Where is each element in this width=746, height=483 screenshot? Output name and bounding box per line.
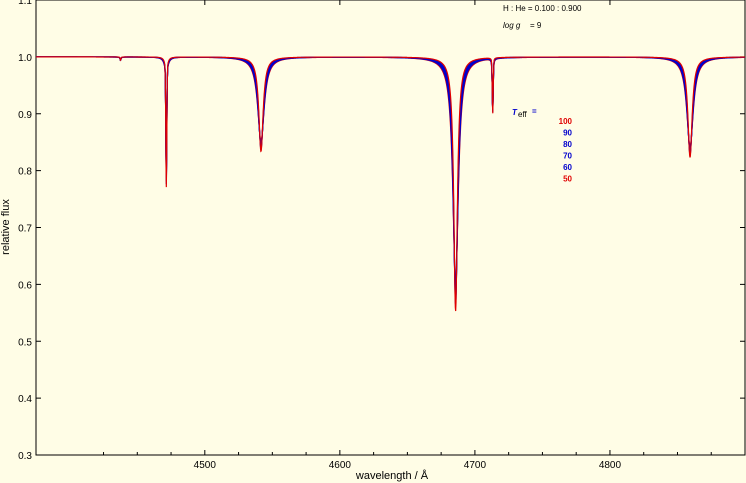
- x-tick-label: 4800: [599, 460, 622, 471]
- teff-legend-title: T eff =: [512, 107, 537, 119]
- series-line-50: [36, 56, 745, 312]
- y-tick-label: 0.7: [18, 224, 32, 235]
- teff-equals: =: [532, 107, 537, 116]
- y-tick-label: 0.8: [18, 167, 32, 178]
- y-tick-label: 0.9: [18, 110, 32, 121]
- legend-entry-80: 80: [563, 140, 572, 149]
- teff-symbol: T: [512, 108, 518, 117]
- y-tick-label: 0.5: [18, 337, 32, 348]
- teff-subscript: eff: [518, 110, 528, 119]
- x-tick-label: 4600: [329, 460, 352, 471]
- composition-annotation: H : He = 0.100 : 0.900: [503, 4, 582, 13]
- y-tick-label: 1.0: [18, 53, 32, 64]
- logg-label: log g: [503, 21, 521, 30]
- logg-value: = 9: [530, 21, 542, 30]
- y-axis: 0.3 0.4 0.5 0.6 0.7 0.8 0.9 1.0 1.1: [18, 0, 745, 462]
- legend-entry-50: 50: [563, 175, 572, 184]
- legend-entry-90: 90: [563, 129, 572, 138]
- legend: 100 90 80 70 60 50: [559, 117, 573, 184]
- y-tick-label: 0.4: [18, 394, 32, 405]
- x-tick-label: 4700: [464, 460, 487, 471]
- legend-entry-70: 70: [563, 152, 572, 161]
- y-tick-label: 0.6: [18, 280, 32, 291]
- plot-frame: [35, 0, 746, 456]
- x-axis-label: wavelength / Å: [355, 469, 429, 482]
- x-axis: 4500 4600 4700 4800: [103, 0, 712, 471]
- y-tick-label: 1.1: [18, 0, 32, 7]
- legend-entry-60: 60: [563, 163, 572, 172]
- y-axis-label: relative flux: [0, 199, 12, 255]
- x-tick-label: 4500: [194, 460, 217, 471]
- y-tick-label: 0.3: [18, 451, 32, 462]
- legend-entry-100: 100: [559, 117, 573, 126]
- spectrum-series: [36, 56, 746, 312]
